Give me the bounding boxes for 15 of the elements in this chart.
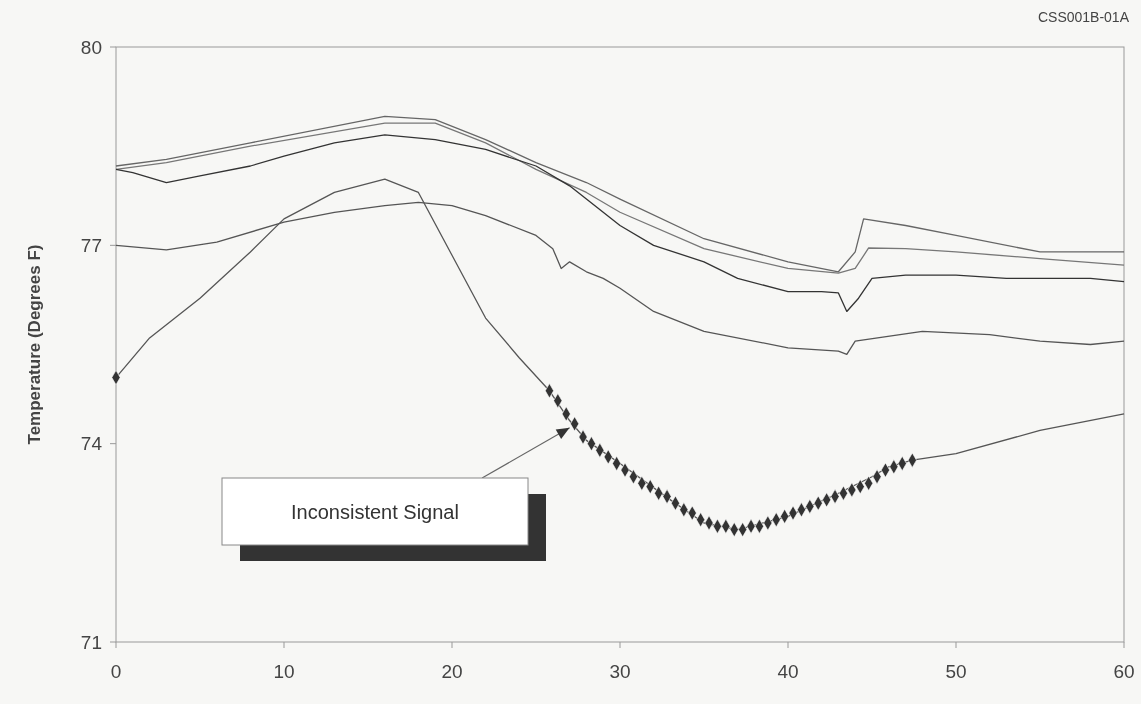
- y-axis-title: Temperature (Degrees F): [25, 244, 44, 445]
- x-tick-label: 0: [110, 661, 122, 682]
- x-tick-label: 30: [609, 661, 631, 682]
- y-tick-label: 74: [80, 433, 103, 455]
- x-tick-label: 40: [777, 661, 799, 682]
- x-tick-label: 60: [1113, 661, 1135, 682]
- line-series: [115, 134, 1125, 313]
- y-tick-label: 71: [80, 631, 102, 653]
- annotation: Inconsistent Signal: [291, 500, 459, 523]
- y-tick-label: 80: [80, 36, 102, 58]
- x-tick-label: 10: [273, 661, 295, 682]
- text: CSS001B-01A: [1037, 9, 1130, 25]
- y-tick-label: 77: [80, 234, 102, 256]
- x-tick-label: 50: [945, 661, 967, 682]
- x-tick-label: 20: [441, 661, 463, 682]
